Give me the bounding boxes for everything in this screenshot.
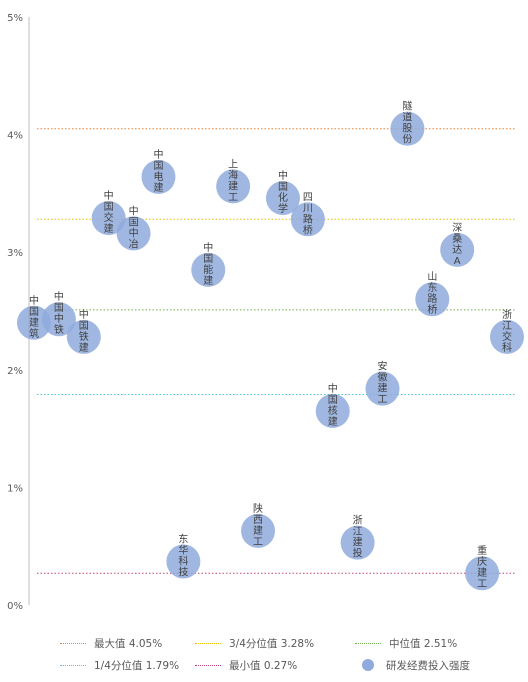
data-points: [17, 111, 524, 591]
data-point: [241, 513, 276, 548]
reference-lines: [37, 128, 515, 574]
point-label: 浙江建投: [353, 515, 363, 560]
data-point: [290, 202, 325, 237]
point-label: 中国交建: [104, 189, 114, 235]
y-tick-label: 2%: [7, 366, 23, 377]
point-label: 上海建工: [228, 158, 238, 203]
point-label: 中国能建: [203, 241, 213, 287]
legend-item-series: 研发经费投入强度: [355, 658, 490, 673]
legend-swatch: [362, 659, 374, 671]
legend-label: 中位值 2.51%: [389, 637, 458, 650]
data-point: [191, 252, 226, 287]
data-point: [490, 319, 524, 354]
legend-label: 最小值 0.27%: [229, 659, 298, 672]
y-tick-label: 0%: [7, 601, 23, 612]
data-point: [265, 181, 300, 216]
point-label: 中国电建: [153, 148, 163, 194]
data-point: [340, 525, 375, 560]
data-point: [365, 371, 400, 406]
data-point: [166, 544, 201, 579]
legend-label: 最大值 4.05%: [94, 637, 163, 650]
data-point: [41, 302, 76, 337]
y-tick-label: 3%: [7, 248, 23, 259]
y-tick-label: 4%: [7, 131, 23, 142]
y-tick-label: 1%: [7, 483, 23, 494]
data-point: [216, 169, 251, 204]
point-label: 浙江交科: [502, 309, 512, 354]
point-label: 东华科技: [178, 532, 188, 578]
legend-item-q3: 3/4分位值 3.28%: [195, 636, 355, 651]
data-point: [465, 556, 500, 591]
legend-swatch: [195, 642, 221, 644]
point-label: 中国中冶: [129, 204, 139, 250]
legend-label: 研发经费投入强度: [386, 659, 470, 672]
data-point: [315, 393, 350, 428]
point-label: 中国铁建: [79, 308, 89, 354]
point-label: 隧道股份: [402, 100, 412, 146]
point-label: 深桑达 A: [452, 222, 462, 267]
legend-item-q1: 1/4分位值 1.79%: [60, 658, 195, 673]
legend: 最大值 4.05% 3/4分位值 3.28% 中位值 2.51% 1/4分位值 …: [60, 632, 500, 676]
legend-swatch: [355, 642, 381, 644]
legend-label: 3/4分位值 3.28%: [229, 637, 315, 650]
data-point: [17, 305, 51, 340]
point-label: 中国化学: [278, 169, 288, 215]
point-label: 中国建筑: [29, 294, 39, 340]
legend-label: 1/4分位值 1.79%: [94, 659, 180, 672]
point-label: 山东路桥: [427, 271, 437, 316]
point-label: 安徽建工: [378, 360, 388, 406]
point-label: 陕西建工: [253, 502, 263, 548]
legend-swatch: [60, 642, 86, 644]
legend-item-min: 最小值 0.27%: [195, 658, 355, 673]
point-label: 四川路桥: [303, 192, 313, 236]
data-point: [415, 282, 450, 317]
point-label: 中国中铁: [54, 290, 64, 336]
legend-item-median: 中位值 2.51%: [355, 636, 490, 651]
data-point: [390, 111, 425, 146]
data-point: [116, 216, 151, 251]
legend-swatch: [195, 664, 221, 666]
data-point: [66, 319, 101, 354]
data-point: [141, 159, 176, 194]
data-point: [91, 201, 126, 236]
y-tick-label: 5%: [7, 13, 23, 24]
point-label: 重庆建工: [477, 544, 487, 590]
legend-item-max: 最大值 4.05%: [60, 636, 195, 651]
point-label: 中国核建: [328, 382, 338, 428]
legend-swatch: [60, 664, 86, 666]
data-point: [440, 232, 475, 267]
